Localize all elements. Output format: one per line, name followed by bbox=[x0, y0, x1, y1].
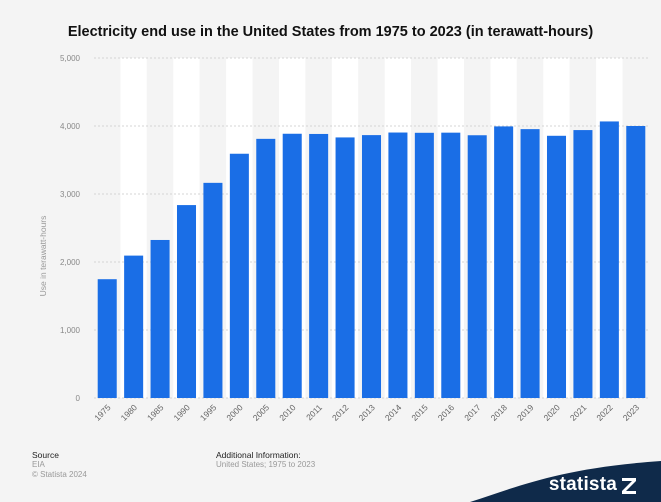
bar-2020[interactable] bbox=[546, 135, 567, 399]
bar-2017[interactable] bbox=[467, 135, 487, 399]
bar-2005[interactable] bbox=[256, 138, 276, 399]
bar-1985[interactable] bbox=[150, 239, 170, 398]
chart-title: Electricity end use in the United States… bbox=[67, 24, 594, 40]
additional-info-block: Additional Information: United States; 1… bbox=[216, 450, 315, 470]
bar-2016[interactable] bbox=[441, 132, 461, 398]
bar-2013[interactable] bbox=[361, 135, 382, 398]
y-tick-label: 1,000 bbox=[60, 326, 81, 335]
y-tick-label: 2,000 bbox=[60, 258, 81, 267]
bar-1980[interactable] bbox=[124, 255, 144, 398]
source-block: Source EIA © Statista 2024 bbox=[32, 450, 87, 480]
source-label: Source bbox=[32, 450, 59, 460]
bar-2010[interactable] bbox=[282, 133, 302, 398]
y-tick-label: 0 bbox=[76, 394, 81, 403]
bar-2023[interactable] bbox=[626, 126, 646, 398]
bar-2015[interactable] bbox=[414, 132, 434, 399]
bar-1995[interactable] bbox=[203, 182, 223, 398]
bar-2019[interactable] bbox=[520, 129, 540, 399]
statista-logo-icon bbox=[622, 478, 636, 494]
bar-2018[interactable] bbox=[494, 126, 514, 399]
statista-logo-text[interactable]: statista bbox=[548, 474, 617, 495]
bar-2000[interactable] bbox=[229, 153, 249, 398]
additional-info-label: Additional Information: bbox=[216, 450, 301, 460]
y-tick-label: 3,000 bbox=[60, 190, 81, 199]
bar-2022[interactable] bbox=[599, 121, 619, 398]
bar-1975[interactable] bbox=[97, 279, 117, 398]
copyright: © Statista 2024 bbox=[32, 470, 87, 479]
y-tick-label: 4,000 bbox=[60, 122, 81, 131]
bar-2021[interactable] bbox=[573, 130, 593, 398]
y-tick-label: 5,000 bbox=[60, 54, 81, 63]
source-name: EIA bbox=[32, 460, 45, 469]
additional-info-text: United States; 1975 to 2023 bbox=[216, 460, 316, 469]
bar-2014[interactable] bbox=[388, 132, 408, 398]
bar-2011[interactable] bbox=[309, 133, 329, 398]
bar-1990[interactable] bbox=[176, 205, 197, 398]
y-axis-label: Use in terawatt-hours bbox=[38, 216, 48, 297]
bar-2012[interactable] bbox=[335, 137, 355, 398]
